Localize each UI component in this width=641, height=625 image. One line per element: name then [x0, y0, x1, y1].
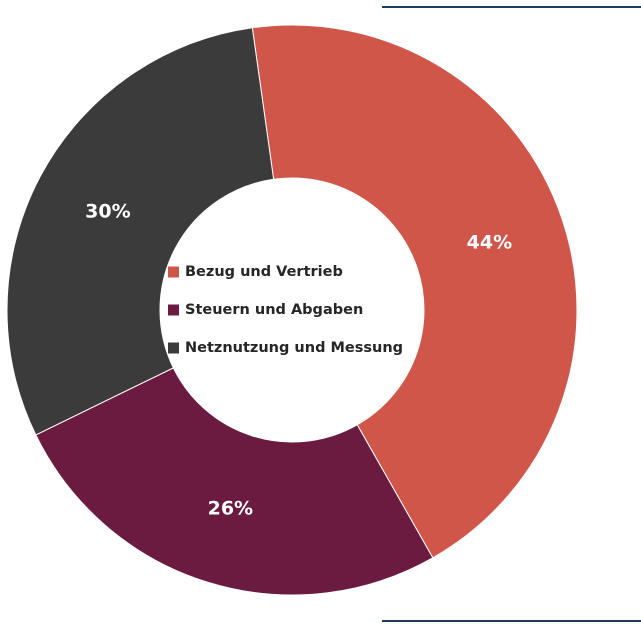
- frame-bottom-line: [382, 620, 641, 622]
- frame-top-line: [382, 6, 641, 8]
- chart-legend: Bezug und Vertrieb Steuern und Abgaben Net…: [168, 264, 403, 356]
- slice-3: [6, 27, 275, 436]
- slice-label-3: 30%: [85, 201, 130, 223]
- legend-swatch-3: [168, 342, 179, 354]
- legend-swatch-2: [168, 304, 179, 316]
- legend-label-1: Bezug und Vertrieb: [185, 264, 343, 280]
- legend-swatch-1: [168, 266, 179, 278]
- slice-label-1: 44%: [467, 231, 512, 253]
- legend-label-2: Steuern und Abgaben: [185, 302, 363, 318]
- slice-1: [251, 24, 578, 559]
- slice-2: [35, 367, 434, 596]
- slice-label-2: 26%: [208, 498, 253, 520]
- legend-label-3: Netznutzung und Messung: [185, 340, 403, 356]
